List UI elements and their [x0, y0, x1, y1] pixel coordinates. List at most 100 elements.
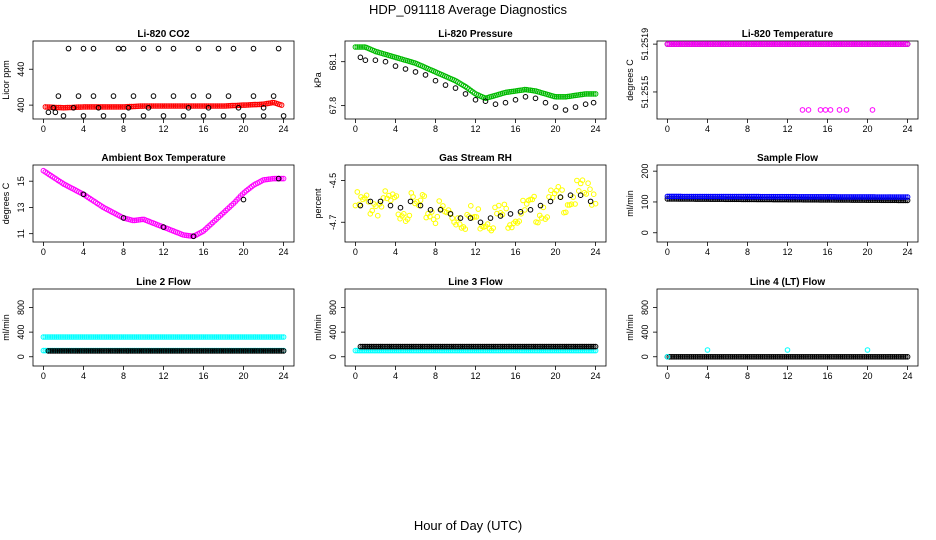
data-point	[835, 194, 842, 200]
x-tick-label: 8	[745, 247, 750, 257]
data-point	[102, 348, 108, 354]
data-point	[861, 194, 868, 200]
data-point	[441, 343, 448, 350]
series-2	[357, 54, 597, 113]
data-point	[213, 334, 220, 340]
data-point	[590, 191, 597, 197]
data-point	[45, 109, 52, 116]
y-tick-label: 800	[328, 300, 338, 315]
data-point	[722, 193, 728, 200]
data-point	[57, 104, 63, 111]
data-point	[222, 348, 228, 354]
data-point	[733, 354, 740, 360]
data-point	[767, 193, 773, 200]
data-point	[85, 334, 91, 340]
data-point	[854, 41, 861, 47]
data-point	[755, 41, 762, 47]
data-point	[59, 334, 65, 340]
data-point	[845, 41, 851, 47]
data-point	[804, 41, 810, 47]
data-point	[118, 348, 125, 354]
data-point	[538, 343, 544, 350]
data-point	[94, 348, 101, 354]
data-point	[104, 348, 110, 354]
data-point	[439, 343, 446, 350]
data-point	[158, 103, 164, 109]
data-point	[672, 193, 678, 200]
data-point	[170, 103, 177, 109]
data-point	[182, 334, 188, 340]
data-point	[109, 348, 115, 354]
plot-frame	[656, 40, 919, 120]
data-point	[796, 354, 803, 360]
data-point	[694, 193, 701, 200]
data-point	[95, 105, 102, 111]
data-point	[130, 103, 137, 110]
data-point	[198, 334, 205, 340]
data-point	[565, 343, 572, 350]
data-point	[878, 354, 885, 360]
x-tick-label: 16	[823, 124, 833, 134]
data-point	[839, 354, 846, 360]
data-point	[237, 348, 243, 354]
data-point	[564, 93, 571, 100]
data-point	[70, 334, 76, 340]
data-point	[826, 194, 833, 200]
data-point	[117, 104, 124, 110]
data-point	[683, 354, 689, 360]
data-point	[780, 193, 786, 200]
data-point	[819, 354, 825, 360]
x-tick-label: 20	[863, 247, 873, 257]
data-point	[407, 198, 414, 205]
data-point	[843, 354, 849, 360]
data-point	[140, 45, 147, 52]
data-point	[666, 41, 673, 47]
data-point	[724, 354, 730, 360]
y-tick-label: 440	[16, 62, 26, 77]
data-point	[888, 41, 894, 47]
data-point	[502, 99, 509, 106]
data-point	[278, 334, 285, 340]
data-point	[277, 334, 283, 340]
data-point	[902, 41, 909, 47]
data-point	[190, 103, 197, 109]
data-point	[378, 204, 385, 210]
data-point	[867, 41, 874, 47]
data-point	[525, 343, 531, 350]
data-point	[125, 348, 132, 354]
data-point	[720, 41, 727, 47]
data-point	[80, 348, 86, 354]
data-point	[103, 334, 110, 340]
data-point	[843, 194, 849, 200]
data-point	[354, 44, 361, 50]
data-point	[205, 105, 212, 111]
data-point	[221, 334, 227, 340]
data-point	[714, 41, 721, 47]
data-point	[115, 104, 122, 110]
data-point	[223, 103, 230, 109]
data-point	[190, 233, 197, 240]
x-tick-label: 20	[551, 371, 561, 381]
data-point	[567, 343, 573, 350]
data-point	[266, 348, 272, 354]
data-point	[755, 193, 762, 200]
data-point	[47, 348, 54, 354]
data-point	[277, 348, 283, 354]
data-point	[240, 102, 246, 108]
data-point	[75, 93, 82, 99]
data-point	[90, 104, 96, 110]
data-point	[144, 348, 150, 354]
data-point	[705, 354, 712, 360]
data-point	[744, 41, 751, 47]
data-point	[556, 343, 562, 350]
data-point	[252, 334, 259, 340]
data-point	[809, 41, 816, 47]
data-point	[531, 193, 537, 200]
data-point	[67, 348, 74, 354]
x-tick-label: 16	[823, 371, 833, 381]
data-point	[228, 334, 235, 340]
data-point	[395, 343, 402, 350]
data-point	[76, 348, 83, 354]
data-point	[42, 104, 49, 110]
data-point	[184, 334, 190, 340]
